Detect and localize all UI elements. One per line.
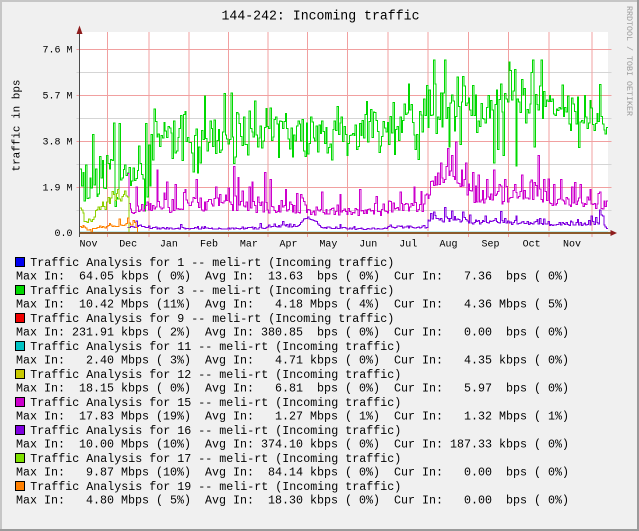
svg-text:Traffic Analysis for 17 -- mel: Traffic Analysis for 17 -- meli-rt (Inco… [30,452,401,466]
svg-text:1.9 M: 1.9 M [43,184,73,195]
svg-text:144-242: Incoming traffic: 144-242: Incoming traffic [222,10,420,25]
svg-text:Nov: Nov [80,240,98,251]
svg-text:Traffic Analysis for 16 -- mel: Traffic Analysis for 16 -- meli-rt (Inco… [30,424,401,438]
svg-text:Max In: 4.80 Mbps ( 5%) Avg: Max In: 4.80 Mbps ( 5%) Avg In: 18.30 kb… [16,494,569,508]
svg-text:0.0: 0.0 [55,229,73,240]
svg-text:Max In: 10.00 Mbps (10%) Avg: Max In: 10.00 Mbps (10%) Avg In: 374.10 … [16,438,569,452]
svg-text:Max In: 2.40 Mbps ( 3%) Avg: Max In: 2.40 Mbps ( 3%) Avg In: 4.71 kbp… [16,354,569,368]
svg-text:Mar: Mar [240,240,258,251]
svg-text:Jun: Jun [359,240,377,251]
svg-text:Traffic Analysis for 19 -- mel: Traffic Analysis for 19 -- meli-rt (Inco… [30,480,401,494]
svg-text:Sep: Sep [482,240,500,251]
svg-text:Jan: Jan [160,240,178,251]
svg-text:Nov: Nov [563,240,581,251]
svg-text:7.6 M: 7.6 M [43,46,73,57]
svg-text:Traffic Analysis for 3 -- meli: Traffic Analysis for 3 -- meli-rt (Incom… [30,284,394,298]
svg-text:3.8 M: 3.8 M [43,138,73,149]
svg-text:Traffic Analysis for 9 -- meli: Traffic Analysis for 9 -- meli-rt (Incom… [30,312,394,326]
svg-text:Max In: 231.91 kbps ( 2%) Avg: Max In: 231.91 kbps ( 2%) Avg In: 380.85… [16,326,569,340]
svg-text:5.7 M: 5.7 M [43,92,73,103]
svg-text:Traffic Analysis for 11 -- mel: Traffic Analysis for 11 -- meli-rt (Inco… [30,340,401,354]
svg-text:Feb: Feb [200,239,218,251]
svg-text:May: May [319,240,337,251]
svg-text:Max In: 17.83 Mbps (19%) Avg: Max In: 17.83 Mbps (19%) Avg In: 1.27 Mb… [16,410,569,424]
svg-text:Dec: Dec [119,240,137,251]
svg-text:Apr: Apr [280,240,298,251]
svg-text:Max In: 64.05 kbps ( 0%) Avg: Max In: 64.05 kbps ( 0%) Avg In: 13.63 b… [16,270,569,284]
svg-text:Traffic Analysis for 12 -- mel: Traffic Analysis for 12 -- meli-rt (Inco… [30,368,401,382]
svg-text:Max In: 18.15 kbps ( 0%) Avg: Max In: 18.15 kbps ( 0%) Avg In: 6.81 bp… [16,382,569,396]
svg-text:RRDTOOL / TOBI OETIKER: RRDTOOL / TOBI OETIKER [624,6,634,116]
svg-text:Max In: 10.42 Mbps (11%) Avg: Max In: 10.42 Mbps (11%) Avg In: 4.18 Mb… [16,298,569,312]
svg-text:Traffic Analysis for 15 -- mel: Traffic Analysis for 15 -- meli-rt (Inco… [30,396,401,410]
svg-text:Max In: 9.87 Mbps (10%) Avg: Max In: 9.87 Mbps (10%) Avg In: 84.14 kb… [16,466,569,480]
svg-text:Jul: Jul [399,239,417,251]
svg-text:Aug: Aug [440,240,458,251]
svg-text:traffic in bps: traffic in bps [12,80,24,172]
svg-text:Oct: Oct [523,240,541,251]
svg-text:Traffic Analysis for 1 -- meli: Traffic Analysis for 1 -- meli-rt (Incom… [30,256,394,270]
